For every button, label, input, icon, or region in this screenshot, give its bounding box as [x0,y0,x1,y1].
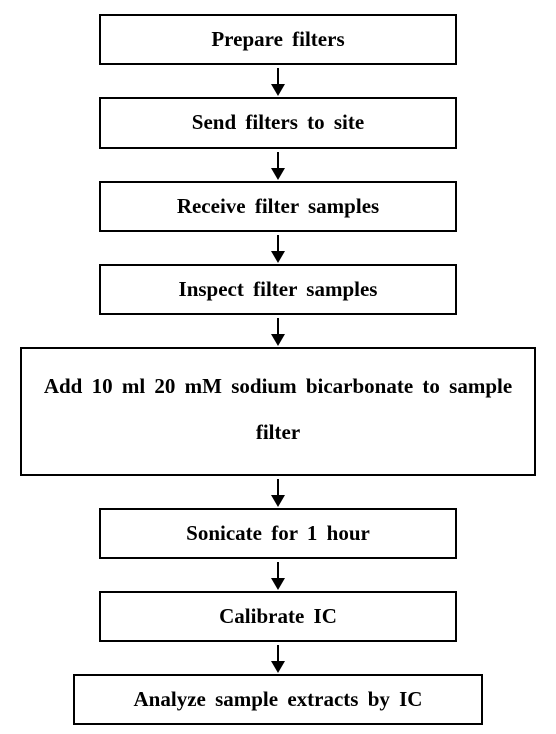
arrow-down-icon [268,234,288,264]
arrow-down-icon [268,561,288,591]
flowchart-node: Calibrate IC [99,591,457,642]
flowchart-container: Prepare filters Send filters to site Recei… [0,14,556,725]
arrow-down-icon [268,67,288,97]
flowchart-node: Receive filter samples [99,181,457,232]
flowchart-node: Send filters to site [99,97,457,148]
flowchart-node: Inspect filter samples [99,264,457,315]
flowchart-node-label: Analyze sample extracts by IC [134,686,423,713]
flowchart-node: Sonicate for 1 hour [99,508,457,559]
flowchart-node-label: Receive filter samples [177,193,379,220]
arrow-down-icon [268,317,288,347]
arrow-down-icon [268,151,288,181]
arrow-down-icon [268,644,288,674]
flowchart-node: Analyze sample extracts by IC [73,674,483,725]
arrow-down-icon [268,478,288,508]
flowchart-node-label: Add 10 ml 20 mM sodium bicarbonate to sa… [34,363,522,455]
flowchart-node: Prepare filters [99,14,457,65]
flowchart-node-label: Send filters to site [192,109,364,136]
flowchart-node-label: Sonicate for 1 hour [186,520,370,547]
flowchart-node-label: Inspect filter samples [179,276,378,303]
flowchart-node-label: Calibrate IC [219,603,337,630]
flowchart-node: Add 10 ml 20 mM sodium bicarbonate to sa… [20,347,536,475]
flowchart-node-label: Prepare filters [211,26,344,53]
